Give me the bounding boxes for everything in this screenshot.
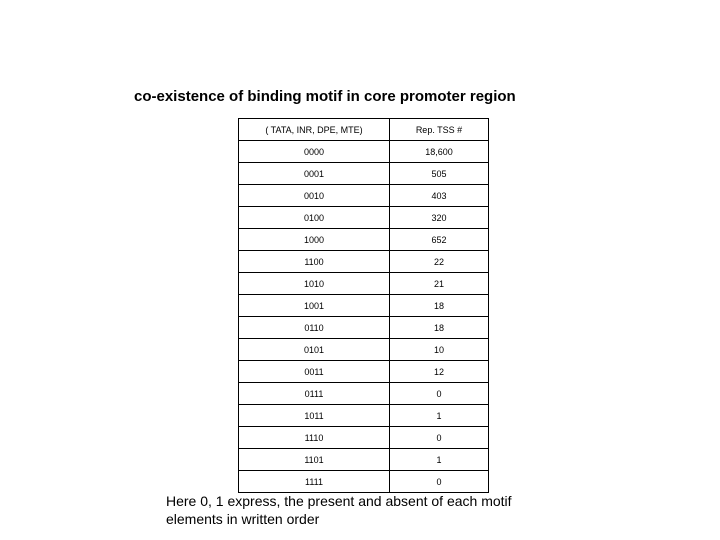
cell-count: 1: [390, 449, 489, 471]
cell-motif: 1111: [239, 471, 390, 493]
table-row: 000018,600: [239, 141, 489, 163]
cell-motif: 0101: [239, 339, 390, 361]
table-row: 1000652: [239, 229, 489, 251]
cell-count: 0: [390, 427, 489, 449]
table-header-row: ( TATA, INR, DPE, MTE) Rep. TSS #: [239, 119, 489, 141]
cell-motif: 0000: [239, 141, 390, 163]
cell-count: 403: [390, 185, 489, 207]
cell-motif: 1100: [239, 251, 390, 273]
cell-motif: 0011: [239, 361, 390, 383]
table-row: 11100: [239, 427, 489, 449]
cell-motif: 1000: [239, 229, 390, 251]
motif-table: ( TATA, INR, DPE, MTE) Rep. TSS # 000018…: [238, 118, 489, 493]
caption-line-2: elements in written order: [166, 511, 319, 527]
cell-motif: 0111: [239, 383, 390, 405]
table-row: 0010403: [239, 185, 489, 207]
cell-count: 12: [390, 361, 489, 383]
cell-motif: 0100: [239, 207, 390, 229]
table-row: 100118: [239, 295, 489, 317]
table-row: 101021: [239, 273, 489, 295]
page-title: co-existence of binding motif in core pr…: [134, 88, 516, 105]
table-row: 011018: [239, 317, 489, 339]
cell-count: 0: [390, 383, 489, 405]
cell-count: 505: [390, 163, 489, 185]
cell-motif: 0001: [239, 163, 390, 185]
cell-count: 0: [390, 471, 489, 493]
header-count: Rep. TSS #: [390, 119, 489, 141]
cell-motif: 1110: [239, 427, 390, 449]
cell-motif: 0010: [239, 185, 390, 207]
cell-count: 22: [390, 251, 489, 273]
cell-motif: 0110: [239, 317, 390, 339]
cell-motif: 1010: [239, 273, 390, 295]
table-row: 11011: [239, 449, 489, 471]
table-row: 010110: [239, 339, 489, 361]
table-row: 0001505: [239, 163, 489, 185]
caption-line-1: Here 0, 1 express, the present and absen…: [166, 493, 512, 509]
cell-count: 18,600: [390, 141, 489, 163]
cell-count: 18: [390, 295, 489, 317]
cell-count: 652: [390, 229, 489, 251]
cell-count: 18: [390, 317, 489, 339]
table-row: 01110: [239, 383, 489, 405]
table-row: 11110: [239, 471, 489, 493]
cell-count: 10: [390, 339, 489, 361]
cell-count: 21: [390, 273, 489, 295]
cell-motif: 1101: [239, 449, 390, 471]
caption: Here 0, 1 express, the present and absen…: [166, 493, 512, 528]
cell-motif: 1001: [239, 295, 390, 317]
header-motif: ( TATA, INR, DPE, MTE): [239, 119, 390, 141]
table-row: 10111: [239, 405, 489, 427]
table-row: 0100320: [239, 207, 489, 229]
cell-count: 1: [390, 405, 489, 427]
table-row: 110022: [239, 251, 489, 273]
cell-motif: 1011: [239, 405, 390, 427]
table-row: 001112: [239, 361, 489, 383]
cell-count: 320: [390, 207, 489, 229]
